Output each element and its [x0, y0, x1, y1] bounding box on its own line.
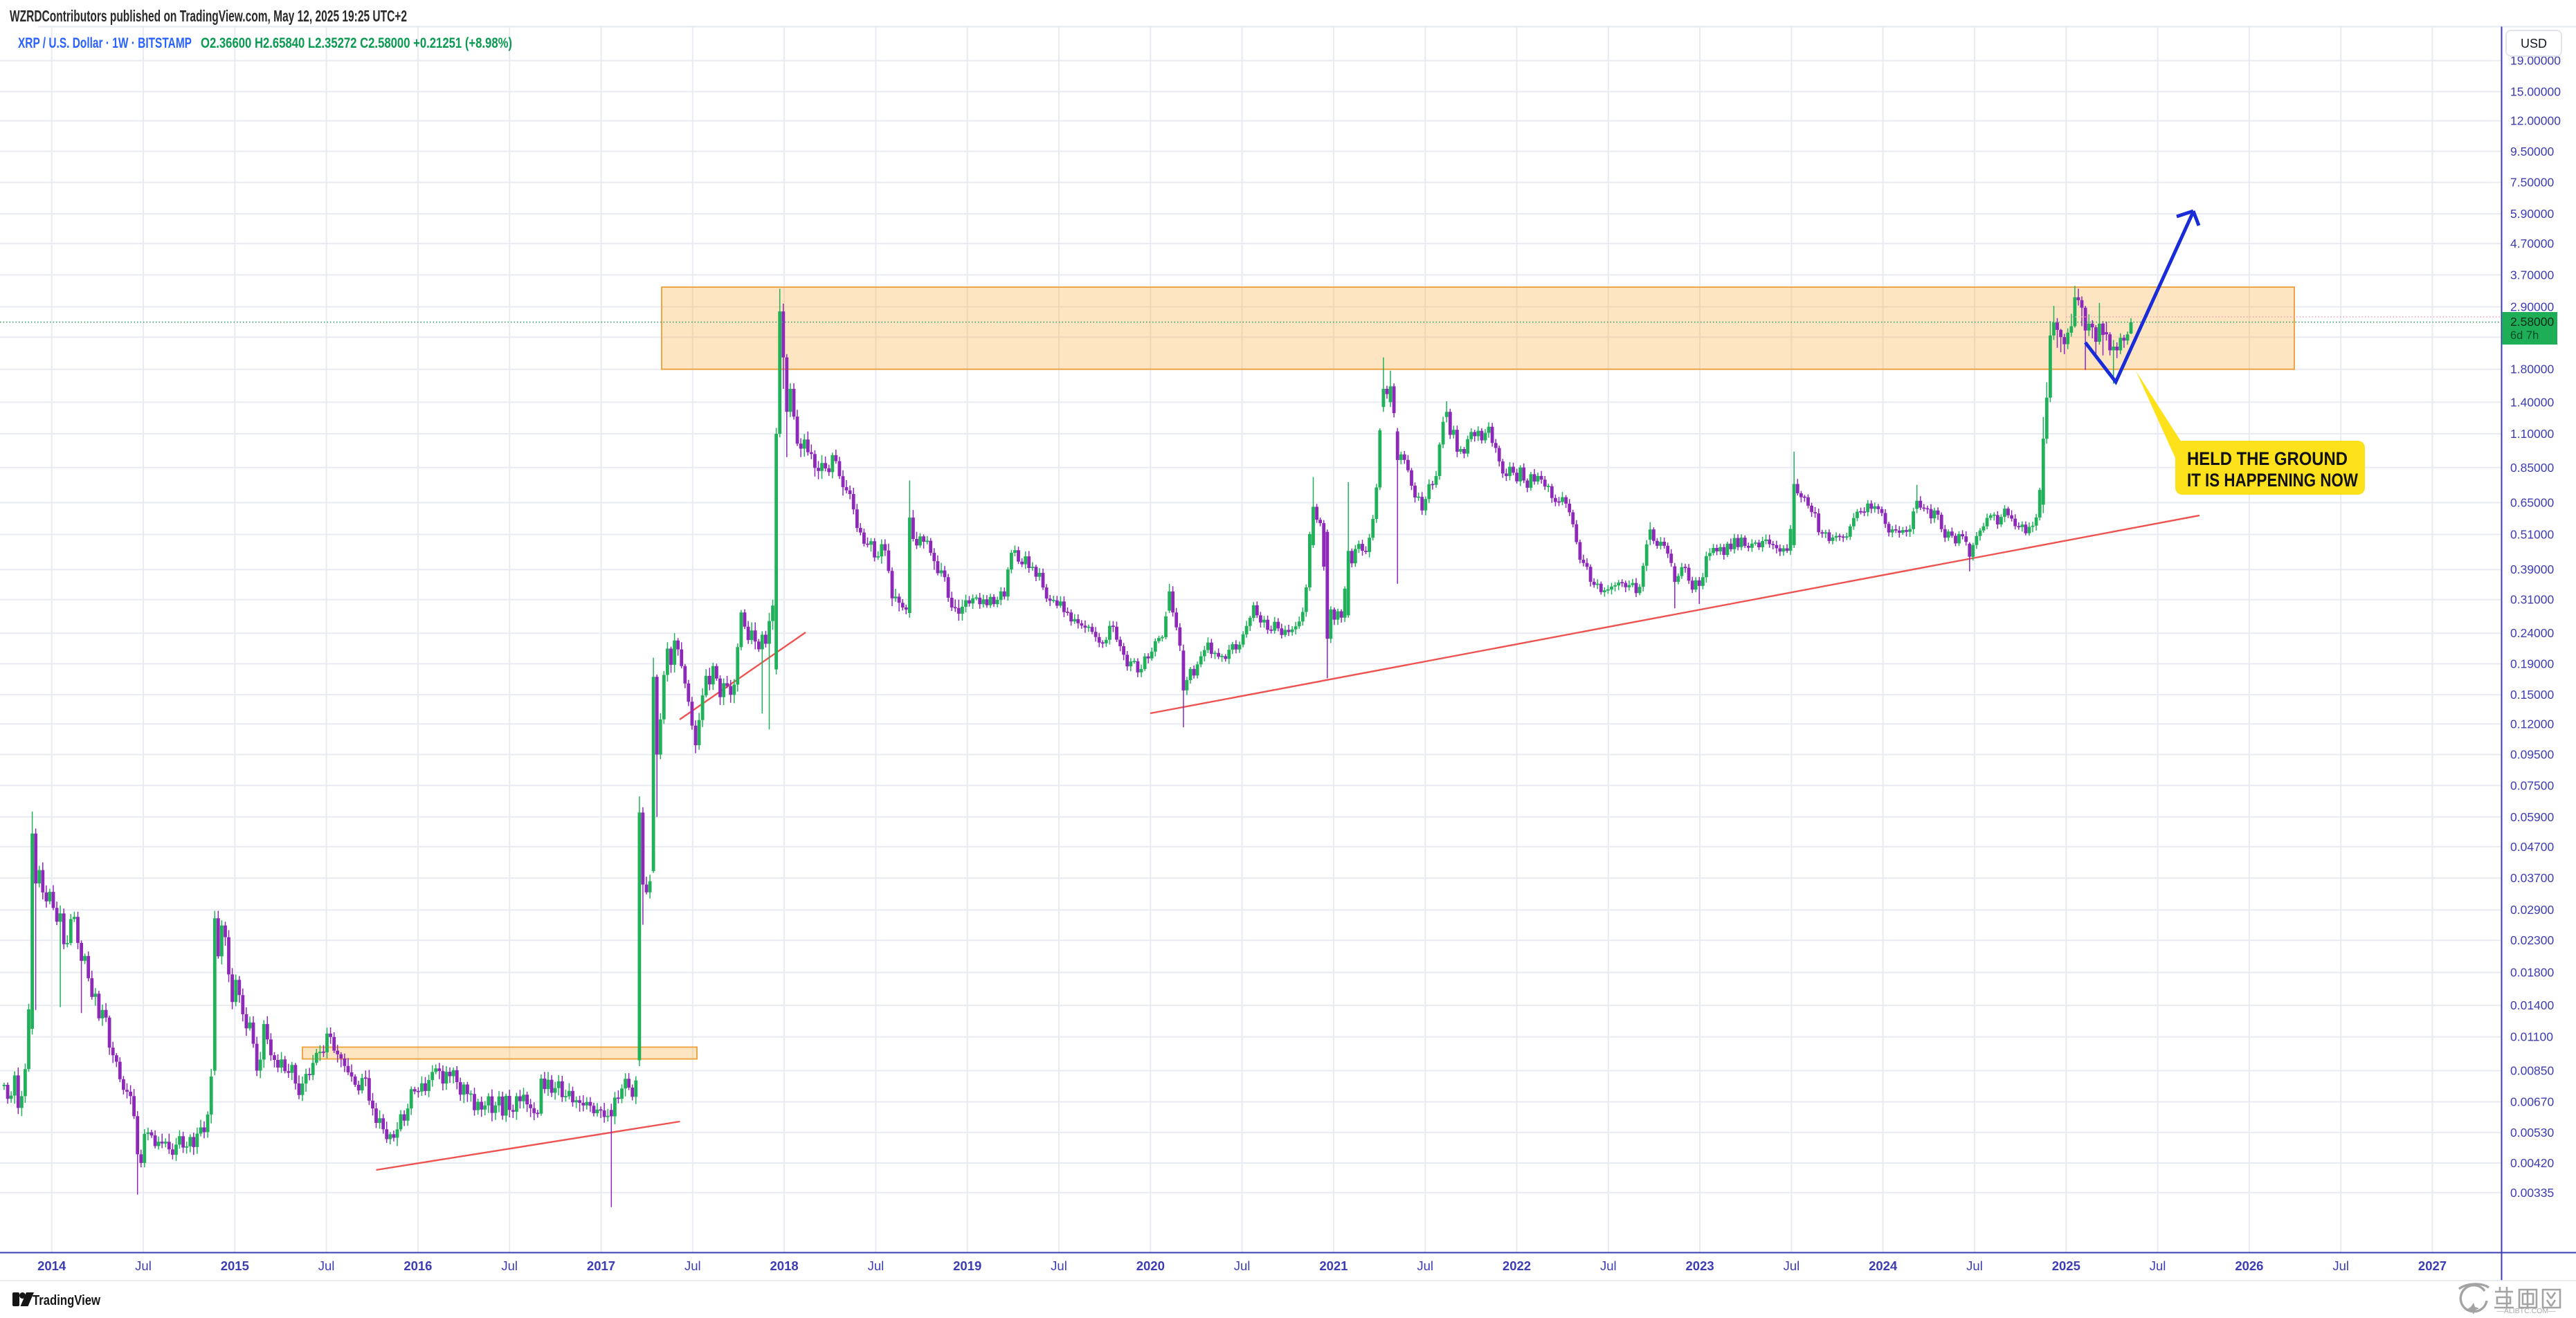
- svg-text:Jul: Jul: [2332, 1258, 2349, 1273]
- svg-text:Jul: Jul: [684, 1258, 701, 1273]
- svg-text:0.02300: 0.02300: [2510, 933, 2555, 947]
- svg-text:Jul: Jul: [1966, 1258, 1983, 1273]
- svg-text:0.01400: 0.01400: [2510, 998, 2555, 1012]
- svg-text:12.00000: 12.00000: [2510, 114, 2561, 128]
- svg-text:0.04700: 0.04700: [2510, 840, 2555, 854]
- svg-text:Jul: Jul: [135, 1258, 152, 1273]
- svg-text:IT IS HAPPENING NOW: IT IS HAPPENING NOW: [2187, 470, 2358, 491]
- svg-text:7.50000: 7.50000: [2510, 176, 2555, 190]
- svg-text:2023: 2023: [1686, 1258, 1714, 1273]
- svg-text:2016: 2016: [403, 1258, 432, 1273]
- svg-text:0.00670: 0.00670: [2510, 1095, 2555, 1109]
- svg-text:0.07500: 0.07500: [2510, 778, 2555, 792]
- svg-text:2.58000: 2.58000: [2510, 315, 2555, 329]
- svg-text:—ALIBTC.COM—: —ALIBTC.COM—: [2496, 1307, 2556, 1315]
- svg-text:0.09500: 0.09500: [2510, 748, 2555, 762]
- svg-text:15.00000: 15.00000: [2510, 84, 2561, 98]
- svg-text:2026: 2026: [2235, 1258, 2263, 1273]
- svg-text:Jul: Jul: [1417, 1258, 1433, 1273]
- svg-text:4.70000: 4.70000: [2510, 237, 2555, 250]
- svg-text:5.90000: 5.90000: [2510, 207, 2555, 221]
- svg-text:0.02900: 0.02900: [2510, 903, 2555, 917]
- svg-text:USD: USD: [2521, 37, 2547, 51]
- svg-text:0.15000: 0.15000: [2510, 688, 2555, 702]
- svg-text:2.90000: 2.90000: [2510, 300, 2555, 314]
- svg-text:WZRDContributors published on: WZRDContributors published on TradingVie…: [10, 7, 407, 25]
- svg-text:0.00335: 0.00335: [2510, 1186, 2554, 1200]
- svg-text:2018: 2018: [770, 1258, 799, 1273]
- svg-text:3.70000: 3.70000: [2510, 268, 2555, 282]
- svg-text:6d 7h: 6d 7h: [2510, 329, 2539, 342]
- svg-text:0.05900: 0.05900: [2510, 810, 2555, 824]
- svg-text:Jul: Jul: [1234, 1258, 1251, 1273]
- svg-text:TradingView: TradingView: [33, 1293, 100, 1308]
- svg-text:0.39000: 0.39000: [2510, 562, 2555, 576]
- svg-text:2017: 2017: [587, 1258, 615, 1273]
- svg-text:HELD THE GROUND: HELD THE GROUND: [2187, 448, 2348, 469]
- svg-text:Jul: Jul: [1600, 1258, 1617, 1273]
- svg-text:Jul: Jul: [868, 1258, 885, 1273]
- svg-text:0.00420: 0.00420: [2510, 1156, 2555, 1170]
- svg-text:0.12000: 0.12000: [2510, 717, 2555, 731]
- svg-text:19.00000: 19.00000: [2510, 54, 2561, 68]
- svg-text:1.40000: 1.40000: [2510, 395, 2555, 409]
- svg-text:0.01100: 0.01100: [2510, 1030, 2553, 1044]
- svg-text:0.00850: 0.00850: [2510, 1064, 2555, 1078]
- svg-text:0.24000: 0.24000: [2510, 626, 2555, 640]
- svg-text:2022: 2022: [1503, 1258, 1531, 1273]
- svg-text:0.00530: 0.00530: [2510, 1126, 2555, 1139]
- svg-text:1.80000: 1.80000: [2510, 363, 2555, 376]
- svg-text:Jul: Jul: [1784, 1258, 1800, 1273]
- svg-text:2019: 2019: [953, 1258, 981, 1273]
- svg-text:1.10000: 1.10000: [2510, 427, 2555, 441]
- svg-text:0.31000: 0.31000: [2510, 593, 2555, 607]
- svg-text:9.50000: 9.50000: [2510, 145, 2555, 158]
- svg-text:0.01800: 0.01800: [2510, 966, 2555, 980]
- svg-text:Jul: Jul: [318, 1258, 335, 1273]
- svg-text:2020: 2020: [1136, 1258, 1165, 1273]
- svg-text:2024: 2024: [1869, 1258, 1898, 1273]
- svg-text:Jul: Jul: [2150, 1258, 2166, 1273]
- svg-text:2021: 2021: [1319, 1258, 1348, 1273]
- svg-text:2015: 2015: [221, 1258, 249, 1273]
- svg-text:0.19000: 0.19000: [2510, 657, 2555, 670]
- svg-text:Jul: Jul: [501, 1258, 518, 1273]
- svg-text:2025: 2025: [2052, 1258, 2080, 1273]
- svg-text:2014: 2014: [37, 1258, 66, 1273]
- svg-text:0.65000: 0.65000: [2510, 496, 2555, 510]
- svg-text:Jul: Jul: [1051, 1258, 1067, 1273]
- svg-text:2027: 2027: [2418, 1258, 2447, 1273]
- svg-text:0.85000: 0.85000: [2510, 461, 2555, 475]
- svg-text:0.03700: 0.03700: [2510, 871, 2555, 885]
- svg-text:0.51000: 0.51000: [2510, 528, 2555, 542]
- svg-text:XRP / U.S. Dollar · 1W · BITST: XRP / U.S. Dollar · 1W · BITSTAMP O2.3660…: [18, 35, 512, 51]
